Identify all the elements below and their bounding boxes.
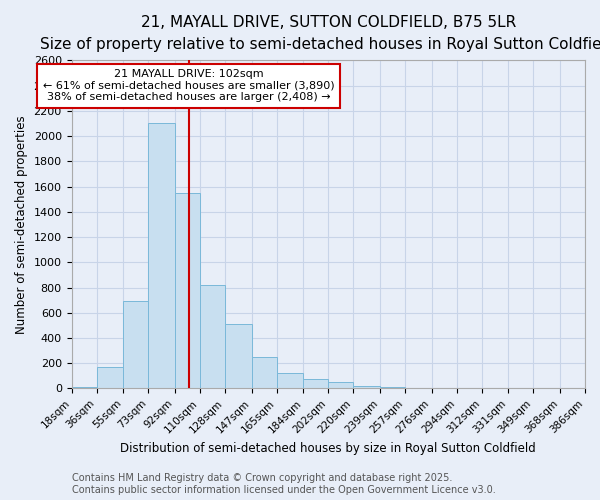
- Y-axis label: Number of semi-detached properties: Number of semi-detached properties: [15, 115, 28, 334]
- Bar: [328, 382, 353, 388]
- Bar: [380, 387, 405, 388]
- Text: Contains HM Land Registry data © Crown copyright and database right 2025.
Contai: Contains HM Land Registry data © Crown c…: [72, 474, 496, 495]
- Bar: [123, 302, 148, 388]
- Bar: [353, 386, 380, 388]
- Bar: [303, 379, 328, 388]
- Bar: [225, 324, 251, 388]
- Bar: [97, 367, 123, 388]
- X-axis label: Distribution of semi-detached houses by size in Royal Sutton Coldfield: Distribution of semi-detached houses by …: [121, 442, 536, 455]
- Bar: [71, 386, 97, 388]
- Bar: [251, 357, 277, 388]
- Bar: [200, 285, 225, 389]
- Text: 21 MAYALL DRIVE: 102sqm
← 61% of semi-detached houses are smaller (3,890)
38% of: 21 MAYALL DRIVE: 102sqm ← 61% of semi-de…: [43, 69, 335, 102]
- Bar: [175, 193, 200, 388]
- Bar: [148, 124, 175, 388]
- Title: 21, MAYALL DRIVE, SUTTON COLDFIELD, B75 5LR
Size of property relative to semi-de: 21, MAYALL DRIVE, SUTTON COLDFIELD, B75 …: [40, 15, 600, 52]
- Bar: [277, 374, 303, 388]
